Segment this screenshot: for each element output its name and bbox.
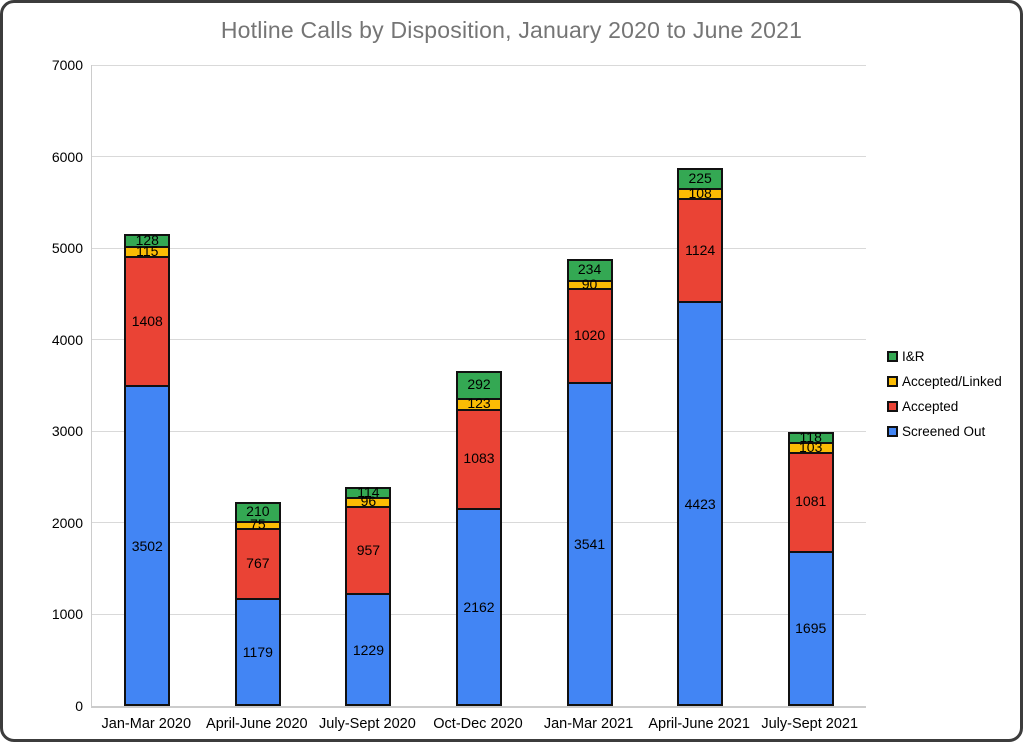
y-axis-tick-label: 1000 — [51, 606, 83, 623]
bar-segment-i-r — [124, 234, 171, 248]
bar-value-label: 767 — [246, 554, 270, 571]
bar-value-label: 108 — [688, 185, 712, 202]
bar-stack: 1179 767 75 210 — [234, 65, 281, 706]
bar-value-label: 96 — [360, 493, 377, 510]
bar-value-label: 292 — [467, 376, 491, 393]
chart-legend: I&R Accepted/Linked Accepted Screened Out — [887, 349, 1002, 449]
bar-value-label: 1020 — [573, 327, 606, 344]
bar-value-label: 115 — [136, 243, 159, 260]
legend-label: I&R — [902, 349, 925, 364]
x-axis-category-label: April-June 2021 — [648, 716, 750, 732]
x-axis-category-label: April-June 2020 — [206, 716, 308, 732]
bar-value-label: 957 — [356, 541, 381, 558]
bar-segment-screened-out — [456, 508, 502, 706]
bar-value-label: 1124 — [685, 241, 716, 258]
bar-segment-i-r — [787, 431, 834, 445]
bar-value-label: 4423 — [684, 495, 716, 512]
legend-label: Accepted — [902, 399, 959, 414]
legend-swatch-i-r — [887, 351, 898, 362]
bar-value-label: 90 — [581, 276, 598, 293]
bar-value-label: 1179 — [242, 644, 273, 661]
bar-segment-screened-out — [124, 385, 171, 706]
gridline — [92, 156, 866, 158]
bar-segment-screened-out — [677, 300, 724, 706]
x-axis-category-label: Jan-Mar 2020 — [101, 716, 192, 732]
bar-segment-screened-out — [566, 381, 613, 706]
bar-stack: 4423 1124 108 225 — [677, 65, 724, 706]
bar-stack: 2162 1083 123 292 — [456, 65, 502, 706]
bar-segment-i-r — [566, 258, 613, 283]
bar-segment-accepted — [677, 198, 724, 303]
y-axis-tick-label: 4000 — [51, 331, 83, 348]
bar-value-label: 225 — [688, 169, 712, 186]
y-axis-tick-label: 2000 — [51, 514, 83, 531]
bar-value-label: 1695 — [795, 620, 827, 637]
bar-segment-accepted — [566, 288, 613, 384]
y-axis-tick-label: 3000 — [51, 423, 83, 440]
bar-value-label: 2162 — [463, 599, 495, 616]
bar-value-label: 128 — [135, 232, 159, 248]
bar-value-label: 75 — [250, 516, 266, 533]
x-axis-category-label: July-Sept 2020 — [319, 716, 416, 732]
bar-segment-i-r — [456, 370, 502, 400]
plot-area: 3502 1408 115 128 1179 767 75 210 1229 957 96 114 21… — [91, 64, 866, 708]
y-axis-tick-label: 5000 — [51, 240, 83, 257]
bar-segment-i-r — [234, 501, 281, 523]
bar-value-label: 3502 — [131, 537, 163, 554]
bar-value-label: 123 — [467, 395, 491, 412]
gridline — [92, 339, 866, 341]
bar-stack: 1229 957 96 114 — [345, 65, 392, 706]
bar-value-label: 114 — [357, 483, 380, 500]
legend-label: Accepted/Linked — [902, 374, 1002, 389]
bar-segment-i-r — [677, 167, 724, 191]
bar-value-label: 234 — [577, 261, 602, 278]
y-axis-tick-label: 7000 — [51, 57, 83, 73]
bar-stack: 3502 1408 115 128 — [124, 65, 171, 706]
bar-value-label: 1083 — [463, 450, 495, 467]
bar-value-label: 118 — [799, 428, 822, 445]
legend-swatch-screened-out — [887, 426, 898, 437]
legend-item-screened-out: Screened Out — [887, 424, 1002, 439]
x-axis-category-label: Oct-Dec 2020 — [433, 716, 523, 732]
y-axis-tick-label: 0 — [75, 698, 83, 714]
bar-segment-screened-out — [787, 550, 834, 706]
gridline — [92, 64, 866, 66]
legend-swatch-accepted — [887, 401, 898, 412]
x-axis-category-label: July-Sept 2021 — [761, 716, 859, 732]
bar-stack: 3541 1020 90 234 — [566, 65, 613, 706]
bar-segment-i-r — [345, 486, 392, 500]
bar-value-label: 210 — [246, 503, 270, 520]
bar-value-label: 103 — [799, 439, 823, 456]
legend-item-i-r: I&R — [887, 349, 1002, 364]
bar-segment-screened-out — [345, 593, 392, 706]
chart-title: Hotline Calls by Disposition, January 20… — [220, 17, 803, 43]
bar-value-label: 1081 — [795, 493, 827, 510]
legend-swatch-accepted-linked — [887, 376, 898, 387]
bar-value-label: 1408 — [131, 312, 163, 329]
bar-value-label: 3541 — [573, 535, 606, 552]
legend-item-accepted: Accepted — [887, 399, 1002, 414]
legend-item-accepted-linked: Accepted/Linked — [887, 374, 1002, 389]
bar-segment-accepted — [787, 451, 834, 553]
bar-value-label: 1229 — [352, 641, 384, 658]
legend-label: Screened Out — [902, 424, 986, 439]
y-axis-tick-label: 6000 — [51, 148, 83, 165]
bar-stack: 1695 1081 103 118 — [787, 65, 834, 706]
gridline — [92, 247, 866, 249]
x-axis-category-label: Jan-Mar 2021 — [543, 716, 634, 732]
